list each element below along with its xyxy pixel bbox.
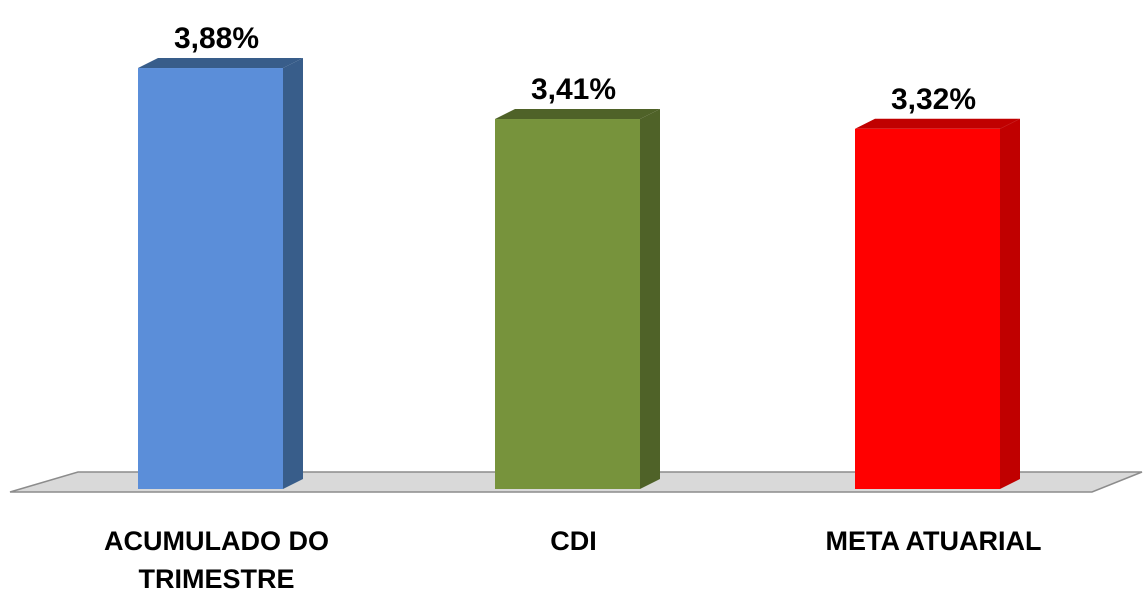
category-label: ACUMULADO DO TRIMESTRE [67,522,367,598]
data-label: 3,88% [174,22,259,55]
bar [138,68,283,490]
category-label: META ATUARIAL [784,522,1084,560]
category-label-line: CDI [550,526,597,556]
bar-side [1000,118,1020,489]
bar [495,119,640,489]
category-label-line: ACUMULADO DO [104,526,329,556]
category-label-line: TRIMESTRE [138,564,295,594]
category-label-line: META ATUARIAL [825,526,1042,556]
bar-top [495,109,660,120]
data-label: 3,41% [531,73,616,106]
category-label: CDI [424,522,724,560]
bar-side [283,58,303,490]
bar-top [855,118,1020,129]
bar-side [640,109,660,489]
bar [855,128,1000,489]
data-label: 3,32% [891,83,976,116]
bar-top [138,58,303,69]
